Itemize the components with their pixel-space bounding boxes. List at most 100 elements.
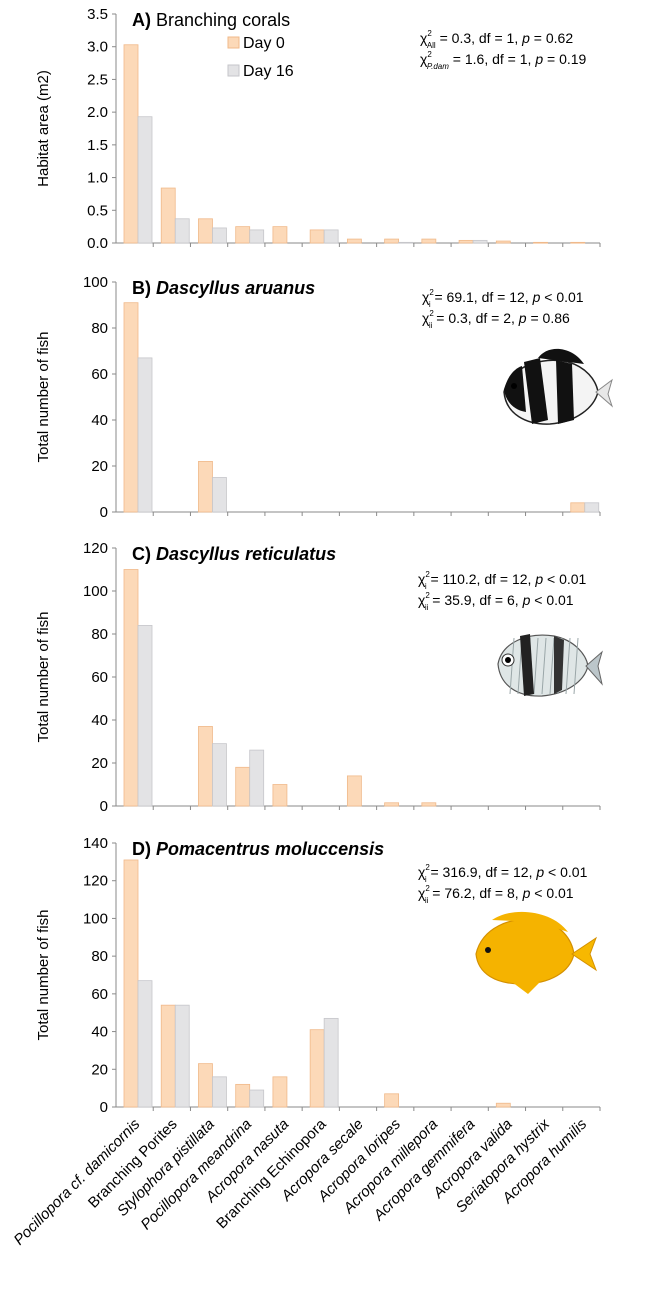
day0-bar — [309, 229, 325, 244]
y-tick-label: 80 — [91, 320, 108, 337]
day16-bar — [323, 229, 339, 244]
day0-bar — [123, 44, 139, 244]
day0-bar — [346, 238, 362, 244]
legend-swatch — [227, 36, 240, 49]
day0-bar — [384, 802, 400, 807]
y-tick-label: 120 — [83, 873, 108, 890]
day0-bar — [235, 1083, 251, 1108]
stat-line: χ2 P.dam = 1.6, df = 1, p = 0.19 — [420, 50, 587, 71]
day0-bar — [123, 859, 139, 1108]
y-tick-label: 2.5 — [87, 71, 108, 88]
day16-bar — [174, 1004, 190, 1108]
y-tick-label: 3.0 — [87, 39, 108, 56]
panel-title: D) Pomacentrus moluccensis — [132, 839, 384, 859]
y-tick-label: 100 — [83, 274, 108, 291]
day0-bar — [458, 239, 474, 244]
y-tick-label: 3.5 — [87, 6, 108, 23]
day16-bar — [584, 502, 600, 513]
reticulated-damselfish-image — [497, 634, 603, 697]
y-tick-label: 20 — [91, 755, 108, 772]
day0-bar — [495, 240, 511, 244]
day16-bar — [137, 116, 153, 244]
day16-bar — [212, 477, 227, 513]
y-tick-label: 0 — [100, 1099, 108, 1116]
day0-bar — [123, 569, 139, 807]
stat-line: χ2 All = 0.3, df = 1, p = 0.62 — [420, 29, 573, 50]
y-tick-label: 80 — [91, 948, 108, 965]
day0-bar — [384, 238, 400, 244]
legend-label: Day 16 — [243, 63, 294, 80]
y-tick-label: 40 — [91, 412, 108, 429]
day0-bar — [570, 502, 586, 513]
day0-bar — [272, 1076, 288, 1108]
day0-bar — [421, 802, 437, 807]
day16-bar — [249, 749, 265, 807]
day16-bar — [174, 218, 190, 244]
day16-bar — [323, 1017, 339, 1108]
chart-panel-2: 0 20 40 60 80 100 Total number of fish B) Dascy… — [35, 274, 601, 521]
stat-line: χ2 i = 110.2, df = 12, p < 0.01 — [418, 570, 587, 591]
y-tick-label: 20 — [91, 1061, 108, 1078]
y-tick-label: 140 — [83, 835, 108, 852]
day16-bar — [212, 1076, 227, 1108]
day16-bar — [212, 743, 227, 807]
day0-bar — [160, 1004, 176, 1108]
day0-bar — [272, 226, 288, 244]
y-tick-label: 0 — [100, 798, 108, 815]
y-tick-label: 0 — [100, 504, 108, 521]
day0-bar — [198, 726, 213, 807]
y-axis-label: Total number of fish — [35, 332, 52, 463]
y-tick-label: 2.0 — [87, 104, 108, 121]
panel-title: C) Dascyllus reticulatus — [132, 544, 336, 564]
day0-bar — [272, 784, 288, 807]
y-tick-label: 0.0 — [87, 235, 108, 252]
y-tick-label: 60 — [91, 669, 108, 686]
chart-panel-1: 0.0 0.5 1.0 1.5 2.0 2.5 3.0 3.5 Habitat area (m2… — [35, 6, 601, 252]
lemon-damselfish-image — [475, 911, 598, 994]
y-tick-label: 80 — [91, 626, 108, 643]
day0-bar — [160, 187, 176, 244]
day0-bar — [235, 226, 251, 244]
day16-bar — [249, 229, 265, 244]
day0-bar — [198, 218, 213, 244]
panel-title: B) Dascyllus aruanus — [132, 278, 315, 298]
stat-line: χ2 ii = 76.2, df = 8, p < 0.01 — [418, 884, 574, 905]
y-tick-label: 0.5 — [87, 202, 108, 219]
y-tick-label: 40 — [91, 1024, 108, 1041]
day0-bar — [421, 238, 437, 244]
day0-bar — [198, 1063, 213, 1108]
y-axis-label: Total number of fish — [35, 612, 52, 743]
chart-panel-3: 0 20 40 60 80 100 120 Total number of fish C) Da… — [35, 540, 601, 815]
day0-bar — [198, 460, 213, 513]
y-tick-label: 60 — [91, 366, 108, 383]
day16-bar — [137, 357, 153, 513]
day0-bar — [235, 766, 251, 807]
y-axis-label: Habitat area (m2) — [35, 70, 52, 187]
chart-panel-4: 0 20 40 60 80 100 120 140 Total number of fish D)… — [35, 835, 601, 1116]
humbug-damselfish-image — [503, 348, 614, 425]
day16-bar — [137, 625, 153, 807]
stat-line: χ2 ii = 0.3, df = 2, p = 0.86 — [422, 309, 570, 330]
y-tick-label: 120 — [83, 540, 108, 557]
day16-bar — [249, 1089, 265, 1108]
y-tick-label: 100 — [83, 910, 108, 927]
day0-bar — [384, 1093, 400, 1108]
day0-bar — [309, 1029, 325, 1108]
stat-line: χ2 i = 316.9, df = 12, p < 0.01 — [418, 863, 588, 884]
day0-bar — [570, 241, 586, 244]
legend-label: Day 0 — [243, 35, 285, 52]
day16-bar — [137, 980, 153, 1108]
legend-swatch — [227, 64, 240, 77]
y-tick-label: 1.5 — [87, 137, 108, 154]
day16-bar — [472, 239, 488, 244]
panel-title: A) Branching corals — [132, 10, 290, 30]
y-tick-label: 100 — [83, 583, 108, 600]
day0-bar — [495, 1102, 511, 1108]
y-axis-label: Total number of fish — [35, 910, 52, 1041]
y-tick-label: 20 — [91, 458, 108, 475]
day0-bar — [123, 302, 139, 513]
day16-bar — [212, 227, 227, 244]
stat-line: χ2 i = 69.1, df = 12, p < 0.01 — [422, 288, 584, 309]
